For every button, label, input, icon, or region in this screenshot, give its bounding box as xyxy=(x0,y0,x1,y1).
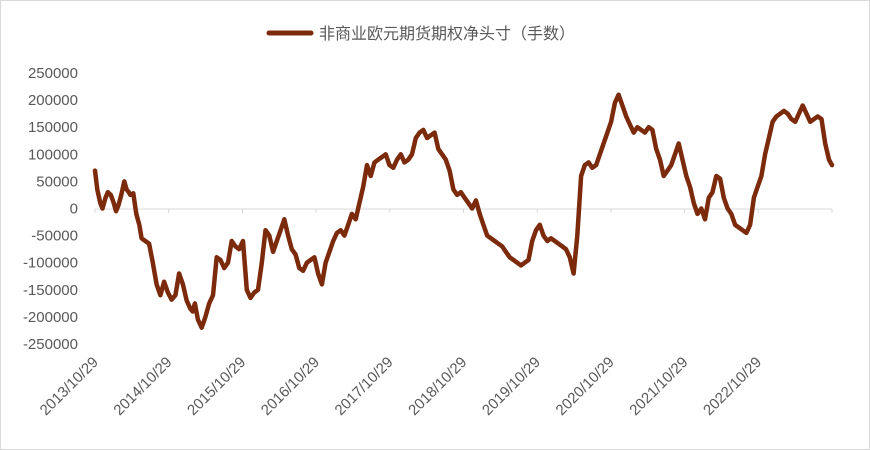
x-tick-label: 2018/10/29 xyxy=(405,354,470,419)
x-tick-label: 2020/10/29 xyxy=(553,354,618,419)
plot-area xyxy=(92,92,835,330)
y-tick-label: 0 xyxy=(70,201,78,218)
x-tick-label: 2021/10/29 xyxy=(626,354,691,419)
x-tick-label: 2014/10/29 xyxy=(110,354,175,419)
y-axis: 250000 200000 150000 100000 50000 0 -50000 -100… xyxy=(23,65,78,353)
x-axis: 2013/10/29 2014/10/29 2015/10/29 2016/10/29… xyxy=(37,208,833,419)
series-line xyxy=(92,92,835,330)
y-tick-label: -250000 xyxy=(23,336,78,353)
x-tick-label: 2015/10/29 xyxy=(184,354,249,419)
y-tick-label: -50000 xyxy=(31,228,78,245)
x-tick-label: 2016/10/29 xyxy=(258,354,323,419)
y-tick-label: 250000 xyxy=(28,65,78,82)
y-tick-label: -150000 xyxy=(23,282,78,299)
x-tick-label: 2022/10/29 xyxy=(700,354,765,419)
x-tick-label: 2013/10/29 xyxy=(37,354,102,419)
x-tick-label: 2017/10/29 xyxy=(332,354,397,419)
y-tick-label: -100000 xyxy=(23,255,78,272)
y-tick-label: 150000 xyxy=(28,119,78,136)
y-tick-label: 200000 xyxy=(28,92,78,109)
legend: 非商业欧元期货期权净头寸（手数） xyxy=(266,24,575,43)
x-tick-label: 2019/10/29 xyxy=(479,354,544,419)
y-tick-label: 100000 xyxy=(28,146,78,163)
legend-label: 非商业欧元期货期权净头寸（手数） xyxy=(319,24,575,43)
y-tick-label: -200000 xyxy=(23,309,78,326)
y-tick-label: 50000 xyxy=(36,173,78,190)
